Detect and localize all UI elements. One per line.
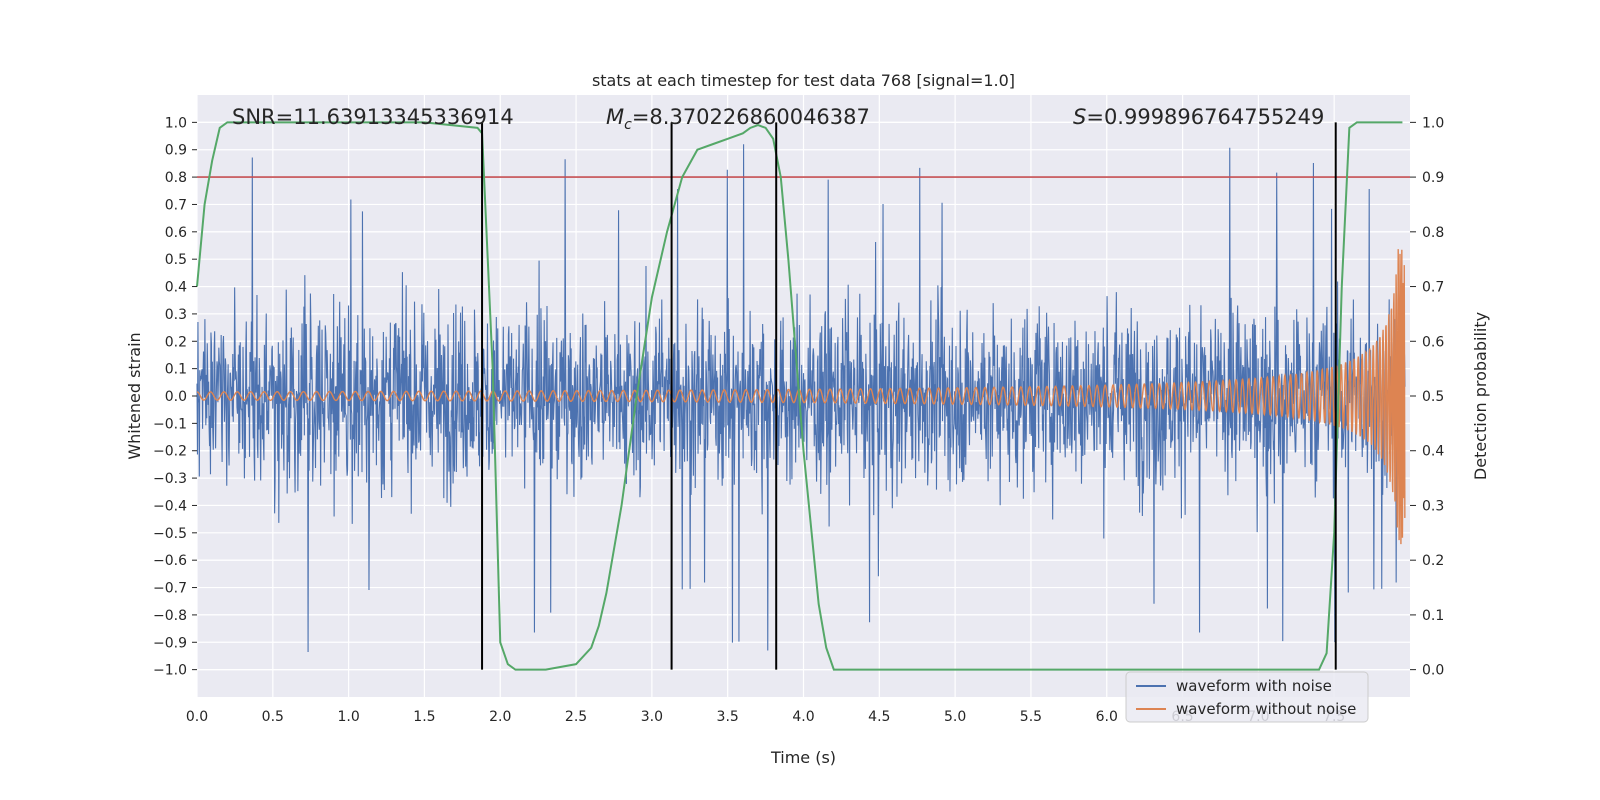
y2-tick-label: 0.6 xyxy=(1422,334,1444,350)
snr-annotation: SNR=11.63913345336914 xyxy=(232,105,514,129)
x-tick-label: 5.0 xyxy=(944,709,966,725)
y-tick-label: 1.0 xyxy=(165,115,187,131)
x-tick-label: 2.5 xyxy=(565,709,587,725)
mc-subscript: c xyxy=(624,117,632,133)
chirp-mass-annotation: Mc=8.370226860046387 xyxy=(606,105,870,133)
y-tick-label: −0.5 xyxy=(153,526,187,542)
y-tick-label: −0.6 xyxy=(153,553,187,569)
x-tick-label: 0.0 xyxy=(186,709,208,725)
mc-value: =8.370226860046387 xyxy=(632,105,870,129)
y2-tick-label: 0.1 xyxy=(1422,608,1444,624)
y-tick-label: 0.8 xyxy=(165,170,187,186)
y-tick-label: 0.5 xyxy=(165,252,187,268)
y-tick-label: −0.7 xyxy=(153,581,187,597)
s-annotation: S=0.999896764755249 xyxy=(1073,105,1324,129)
legend-label-waveform-without-noise: waveform without noise xyxy=(1176,700,1356,718)
y-tick-label: 0.4 xyxy=(165,280,187,296)
series-waveform-without-noise xyxy=(196,249,1406,545)
y-tick-label: −0.8 xyxy=(153,608,187,624)
legend: waveform with noise waveform without noi… xyxy=(1125,671,1369,723)
series-detection-probability xyxy=(196,121,1403,671)
axis-ticks: 0.00.51.01.52.02.53.03.54.04.55.05.56.06… xyxy=(153,115,1444,725)
y-tick-label: 0.3 xyxy=(165,307,187,323)
noise-trace xyxy=(196,144,1406,652)
chart-title: stats at each timestep for test data 768… xyxy=(592,71,1015,90)
x-tick-label: 2.0 xyxy=(489,709,511,725)
y-tick-label: 0.0 xyxy=(165,389,187,405)
chirp-trace xyxy=(196,249,1406,545)
y-tick-label: −0.9 xyxy=(153,635,187,651)
x-tick-label: 3.5 xyxy=(717,709,739,725)
probability-trace xyxy=(196,121,1403,671)
y2-tick-label: 0.8 xyxy=(1422,225,1444,241)
y-tick-label: 0.2 xyxy=(165,334,187,350)
legend-box xyxy=(1125,671,1369,723)
y-tick-label: 0.7 xyxy=(165,197,187,213)
y2-tick-label: 0.0 xyxy=(1422,663,1444,679)
y-tick-label: −0.4 xyxy=(153,498,187,514)
legend-label-waveform-with-noise: waveform with noise xyxy=(1176,677,1332,695)
y-tick-label: −0.3 xyxy=(153,471,187,487)
s-symbol: S xyxy=(1073,105,1086,129)
x-tick-label: 6.0 xyxy=(1096,709,1118,725)
x-tick-label: 3.0 xyxy=(641,709,663,725)
x-tick-label: 4.5 xyxy=(868,709,890,725)
y-tick-label: −0.2 xyxy=(153,444,187,460)
y-tick-label: −1.0 xyxy=(153,663,187,679)
y-tick-label: 0.9 xyxy=(165,143,187,159)
x-tick-label: 4.0 xyxy=(792,709,814,725)
s-value: =0.999896764755249 xyxy=(1086,105,1324,129)
x-tick-label: 5.5 xyxy=(1020,709,1042,725)
y2-tick-label: 0.2 xyxy=(1422,553,1444,569)
y-axis-label: Whitened strain xyxy=(125,332,144,459)
x-tick-label: 1.5 xyxy=(413,709,435,725)
x-axis-label: Time (s) xyxy=(770,748,836,767)
y2-tick-label: 0.3 xyxy=(1422,498,1444,514)
y-tick-label: 0.6 xyxy=(165,225,187,241)
y-tick-label: 0.1 xyxy=(165,362,187,378)
y2-tick-label: 1.0 xyxy=(1422,115,1444,131)
mc-symbol: M xyxy=(606,105,624,129)
y-tick-label: −0.1 xyxy=(153,416,187,432)
vertical-markers xyxy=(481,122,1337,670)
y2-tick-label: 0.9 xyxy=(1422,170,1444,186)
y2-axis-label: Detection probability xyxy=(1471,312,1490,480)
y2-tick-label: 0.5 xyxy=(1422,389,1444,405)
x-tick-label: 0.5 xyxy=(262,709,284,725)
series-waveform-with-noise xyxy=(196,144,1406,652)
y2-tick-label: 0.4 xyxy=(1422,444,1444,460)
x-tick-label: 1.0 xyxy=(337,709,359,725)
y2-tick-label: 0.7 xyxy=(1422,280,1444,296)
